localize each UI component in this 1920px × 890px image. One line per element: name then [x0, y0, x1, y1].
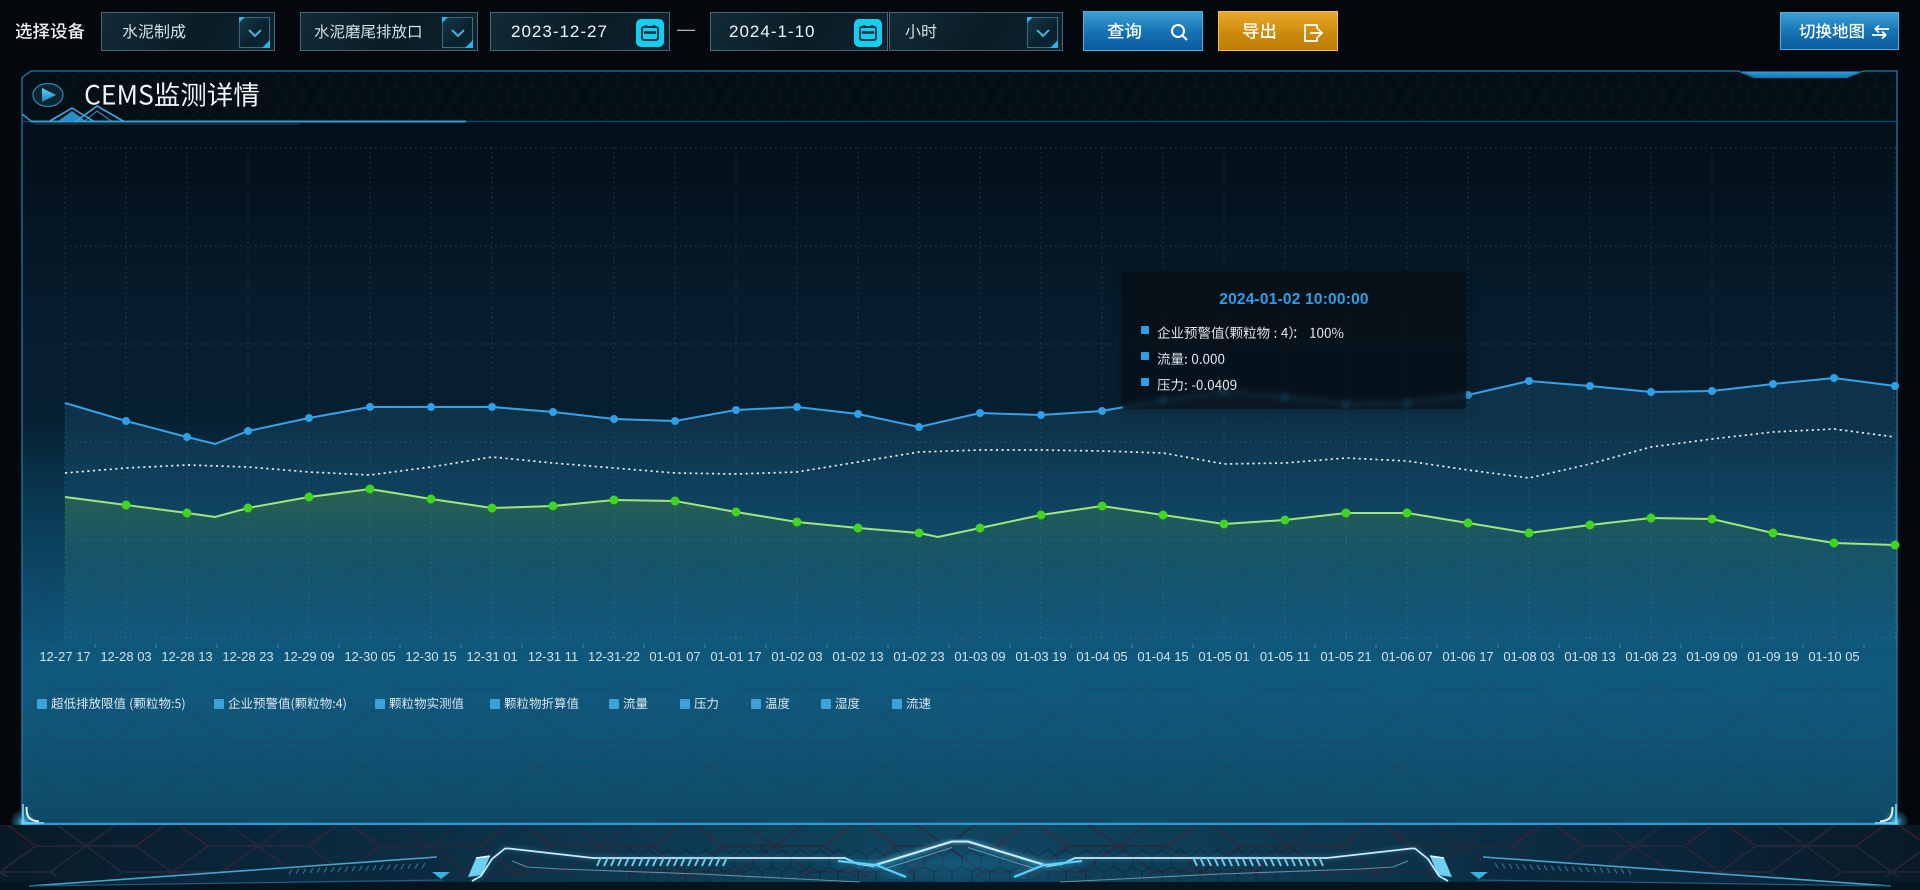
svg-text:01-02 03: 01-02 03	[771, 649, 822, 664]
svg-text:12-31 01: 12-31 01	[466, 649, 517, 664]
svg-text:01-10 05: 01-10 05	[1808, 649, 1859, 664]
svg-text:01-08 13: 01-08 13	[1564, 649, 1615, 664]
svg-text:01-06 17: 01-06 17	[1442, 649, 1493, 664]
svg-text:01-06 07: 01-06 07	[1381, 649, 1432, 664]
svg-text:12-28 13: 12-28 13	[161, 649, 212, 664]
svg-text:01-01 17: 01-01 17	[710, 649, 761, 664]
svg-text:12-30 15: 12-30 15	[405, 649, 456, 664]
svg-text:01-08 03: 01-08 03	[1503, 649, 1554, 664]
svg-text:01-04 15: 01-04 15	[1137, 649, 1188, 664]
svg-text:01-02 13: 01-02 13	[832, 649, 883, 664]
svg-text:01-05 11: 01-05 11	[1260, 649, 1310, 664]
svg-text:01-02 23: 01-02 23	[893, 649, 944, 664]
svg-text:01-04 05: 01-04 05	[1076, 649, 1127, 664]
svg-text:01-08 23: 01-08 23	[1625, 649, 1676, 664]
svg-text:01-05 01: 01-05 01	[1198, 649, 1249, 664]
svg-text:01-01 07: 01-01 07	[649, 649, 700, 664]
svg-text:01-09 19: 01-09 19	[1747, 649, 1798, 664]
svg-text:12-30 05: 12-30 05	[344, 649, 395, 664]
svg-text:01-03 19: 01-03 19	[1015, 649, 1066, 664]
svg-text:01-05 21: 01-05 21	[1320, 649, 1371, 664]
svg-text:12-31 11: 12-31 11	[528, 649, 578, 664]
svg-text:12-27 17: 12-27 17	[39, 649, 90, 664]
svg-text:12-31-22: 12-31-22	[588, 649, 640, 664]
svg-text:01-09 09: 01-09 09	[1686, 649, 1737, 664]
svg-text:12-28 03: 12-28 03	[100, 649, 151, 664]
svg-text:12-29 09: 12-29 09	[283, 649, 334, 664]
svg-text:12-28 23: 12-28 23	[222, 649, 273, 664]
svg-text:01-03 09: 01-03 09	[954, 649, 1005, 664]
